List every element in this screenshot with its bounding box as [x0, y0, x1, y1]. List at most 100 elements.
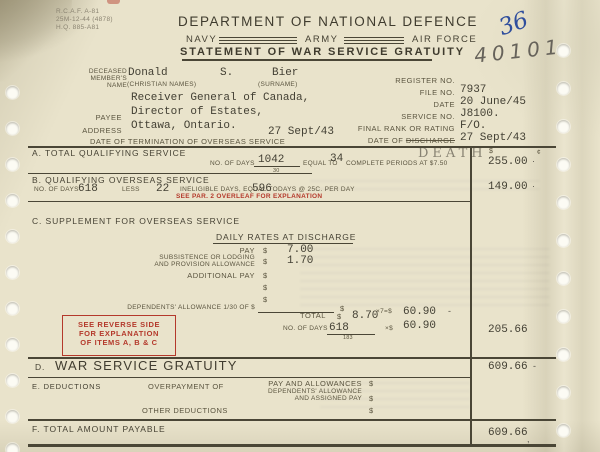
dollar-sign: $ — [263, 295, 268, 304]
section-d-amount: 609.66 — [488, 361, 528, 373]
handwritten-pencil-number: 40101 — [472, 34, 564, 68]
punch-hole — [6, 410, 19, 423]
termination-date-value: 27 Sept/43 — [268, 126, 335, 138]
dollar-sign: $ — [263, 246, 268, 255]
service-no-label: SERVICE NO. — [401, 112, 455, 121]
reverse-box-line3: OF ITEMS A, B & C — [80, 338, 158, 347]
register-no-label: REGISTER NO. — [395, 76, 455, 85]
branch-separator-line — [219, 43, 297, 44]
audit-tick: , — [527, 434, 530, 444]
final-rank-value: F/O. — [460, 120, 487, 132]
punch-hole — [6, 194, 19, 207]
punch-hole — [557, 120, 570, 133]
dollar-sign: $ — [337, 312, 342, 321]
section-divider-rule — [28, 146, 556, 148]
times-seven-label: ×7=$ — [376, 308, 393, 315]
section-e-title: E. DEDUCTIONS — [32, 382, 102, 391]
section-c-divisor: 183 — [343, 335, 353, 341]
dollar-sign: $ — [263, 271, 268, 280]
red-stamp-remnant — [107, 0, 120, 4]
section-b-less-label: LESS — [122, 186, 140, 193]
branch-separator-line — [344, 43, 404, 44]
punch-hole — [6, 230, 19, 243]
total-label: TOTAL — [300, 311, 326, 320]
section-d-top-rule — [28, 357, 556, 359]
bleed-through-texture — [300, 248, 550, 308]
form-title: STATEMENT OF WAR SERVICE GRATUITY — [180, 46, 465, 58]
pay-value: 7.00 — [287, 244, 314, 256]
punch-hole — [557, 158, 570, 171]
reverse-box-line2: FOR EXPLANATION — [78, 329, 160, 338]
middle-initial-value: S. — [220, 67, 234, 79]
address-label: ADDRESS — [82, 126, 122, 135]
section-f-title: F. TOTAL AMOUNT PAYABLE — [32, 424, 166, 434]
bleed-through-texture — [320, 382, 470, 408]
additional-pay-label: ADDITIONAL PAY — [187, 271, 255, 280]
branch-separator-line — [344, 37, 404, 38]
file-no-label: FILE NO. — [419, 88, 455, 97]
deceased-member-label-line1: DECEASED — [88, 68, 127, 75]
payee-label: PAYEE — [95, 113, 122, 122]
audit-tick: · — [532, 181, 535, 191]
section-c-title: C. SUPPLEMENT FOR OVERSEAS SERVICE — [32, 216, 240, 226]
section-a-equal-label: EQUAL TO — [303, 160, 338, 167]
dollar-sign: $ — [369, 394, 374, 403]
pay-label: PAY — [239, 246, 255, 255]
bleed-through-texture — [310, 180, 540, 196]
handwritten-ink-number: 36 — [495, 6, 532, 42]
section-a-periods-label: COMPLETE PERIODS AT $7.50 — [346, 160, 448, 167]
section-b-rate-label: DAYS @ 25C. PER DAY — [278, 186, 355, 193]
section-a-title: A. TOTAL QUALIFYING SERVICE — [32, 148, 187, 158]
deceased-member-label-line3: NAME — [107, 82, 127, 89]
service-no-value: J8100. — [460, 108, 500, 120]
dollar-sign: $ — [340, 304, 345, 313]
branch-separator-line — [344, 40, 404, 41]
dependents-allowance-ded-label1: DEPENDENTS' ALLOWANCE — [268, 388, 362, 395]
punch-hole — [6, 86, 19, 99]
section-b-bottom-rule — [28, 201, 470, 202]
section-a-periods-value: 34 — [330, 153, 344, 165]
section-d-bottom-rule — [28, 377, 470, 378]
section-b-amount: 149.00 — [488, 181, 528, 193]
termination-label: DATE OF TERMINATION OF OVERSEAS SERVICE — [90, 137, 286, 146]
section-f-top-rule — [28, 419, 556, 421]
punch-hole — [557, 82, 570, 95]
bottom-heavy-rule — [28, 444, 556, 447]
punch-hole — [6, 158, 19, 171]
subsistence-label-line2: AND PROVISION ALLOWANCE — [154, 261, 255, 268]
reverse-box-line1: SEE REVERSE SIDE — [77, 320, 161, 329]
payee-address-line3: Ottawa, Ontario. — [131, 120, 237, 132]
punch-hole — [557, 196, 570, 209]
audit-tick: · — [532, 156, 535, 166]
section-b-title: B. QUALIFYING OVERSEAS SERVICE — [32, 175, 210, 185]
punch-hole — [557, 310, 570, 323]
section-d-letter: D. — [35, 362, 46, 372]
punch-hole — [6, 338, 19, 351]
section-f-amount: 609.66 — [488, 427, 528, 439]
section-b-days-value: 618 — [78, 183, 98, 195]
death-stamp: DEATH — [418, 146, 487, 161]
dollar-sign: $ — [369, 406, 374, 415]
section-b-net-days-value: 596 — [252, 183, 272, 195]
weekly-total-value: 60.90 — [403, 306, 437, 318]
department-title: DEPARTMENT OF NATIONAL DEFENCE — [178, 14, 479, 29]
audit-tick: - — [533, 361, 536, 371]
punch-hole — [557, 44, 570, 57]
branch-air-force: AIR FORCE — [412, 34, 478, 45]
total-daily-rate-value: 8.70 — [352, 310, 379, 322]
daily-rates-underline — [213, 243, 353, 244]
dollar-sign: $ — [369, 379, 374, 388]
branch-separator-line — [219, 37, 297, 38]
file-no-value: 7937 — [460, 84, 487, 96]
punch-hole — [557, 234, 570, 247]
surname-caption: (SURNAME) — [258, 81, 298, 88]
form-title-underline — [182, 59, 432, 61]
section-b-ineligible-label: INELIGIBLE DAYS, EQUAL TO — [180, 186, 278, 193]
punch-hole — [6, 266, 19, 279]
christian-names-caption: (CHRISTIAN NAMES) — [127, 81, 197, 88]
amount-column-line — [470, 146, 472, 445]
section-a-amount: 255.00 — [488, 156, 528, 168]
discharge-label-prefix: DATE OF — [367, 136, 404, 145]
surname-value: Bier — [272, 67, 299, 79]
